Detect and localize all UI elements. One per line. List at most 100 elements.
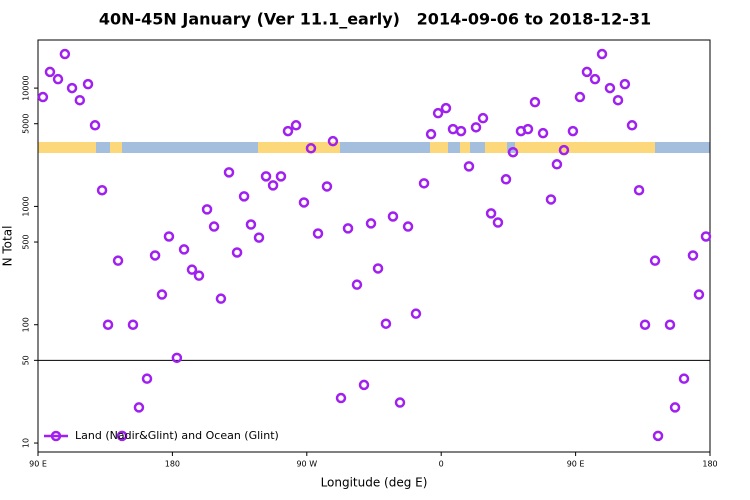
point [687, 250, 699, 261]
legend-label: Land (Nadir&Glint) and Ocean (Glint) [75, 429, 279, 442]
point [133, 402, 145, 413]
point [141, 373, 153, 384]
point [418, 178, 430, 189]
point [365, 218, 377, 229]
point [282, 125, 294, 137]
point [574, 91, 586, 103]
point [372, 263, 384, 274]
point [432, 107, 444, 119]
point [342, 223, 354, 234]
point [447, 123, 459, 135]
point [477, 112, 489, 124]
x-tick-label: 180 [165, 460, 180, 469]
point [52, 73, 64, 85]
point [96, 184, 108, 196]
point [178, 244, 190, 255]
point [171, 352, 183, 364]
y-tick-label: 500 [22, 234, 31, 249]
point [387, 211, 399, 222]
point [589, 73, 601, 85]
point [551, 159, 563, 170]
point [700, 231, 712, 242]
y-tick-label: 50 [22, 355, 31, 365]
point [215, 293, 227, 304]
y-tick-label: 10000 [22, 75, 31, 100]
point [163, 231, 175, 242]
point [312, 228, 324, 239]
point [208, 221, 220, 232]
point [223, 167, 235, 178]
land-ocean-strip [38, 142, 710, 153]
point [425, 128, 437, 140]
x-tick-label: 0 [439, 460, 444, 469]
point [245, 219, 257, 230]
point [626, 120, 638, 131]
point [545, 194, 557, 205]
point [66, 82, 78, 94]
point [358, 379, 370, 391]
point [380, 318, 392, 329]
point [633, 184, 645, 196]
point [394, 397, 406, 408]
legend-marker [50, 430, 62, 442]
point [470, 122, 482, 133]
point [402, 221, 414, 232]
x-tick-label: 90 W [296, 460, 317, 469]
point [669, 402, 681, 413]
point [74, 94, 86, 106]
point [522, 123, 534, 135]
point [693, 289, 705, 300]
point [102, 319, 114, 330]
point [37, 91, 49, 103]
x-axis-label: Longitude (deg E) [321, 476, 428, 490]
point [678, 373, 690, 384]
point [321, 181, 333, 192]
point [305, 143, 317, 154]
point [410, 308, 422, 319]
point [652, 430, 664, 442]
point [639, 319, 651, 330]
x-tick-label: 90 E [567, 460, 585, 469]
y-tick-label: 100 [22, 317, 31, 332]
point [149, 250, 161, 261]
point [649, 255, 661, 266]
y-tick-label: 1000 [22, 196, 31, 216]
point [463, 161, 475, 172]
point [112, 255, 124, 266]
point [440, 102, 452, 114]
y-tick-label: 10 [22, 438, 31, 448]
chart-title: 40N-45N January (Ver 11.1_early) 2014-09… [99, 10, 651, 29]
point [455, 125, 467, 137]
point [275, 171, 287, 182]
point [604, 82, 616, 94]
point [186, 264, 198, 275]
point [44, 66, 56, 78]
point [327, 135, 339, 147]
point [596, 48, 608, 60]
point [59, 48, 71, 60]
point [351, 279, 363, 290]
point [485, 208, 497, 219]
point [335, 392, 347, 404]
point [116, 430, 128, 442]
point [567, 125, 579, 137]
point [664, 319, 676, 330]
point [253, 232, 265, 243]
point [298, 197, 310, 208]
point [231, 247, 243, 258]
point [127, 319, 139, 330]
point [529, 96, 541, 108]
point [507, 146, 519, 158]
point [537, 127, 549, 139]
point [201, 204, 213, 215]
point [267, 180, 279, 191]
point [612, 94, 624, 106]
y-tick-label: 5000 [22, 114, 31, 134]
point [82, 78, 94, 90]
x-tick-label: 180 [702, 460, 717, 469]
point [89, 120, 101, 131]
x-tick-label: 90 E [29, 460, 47, 469]
point [581, 66, 593, 78]
point [193, 270, 205, 281]
